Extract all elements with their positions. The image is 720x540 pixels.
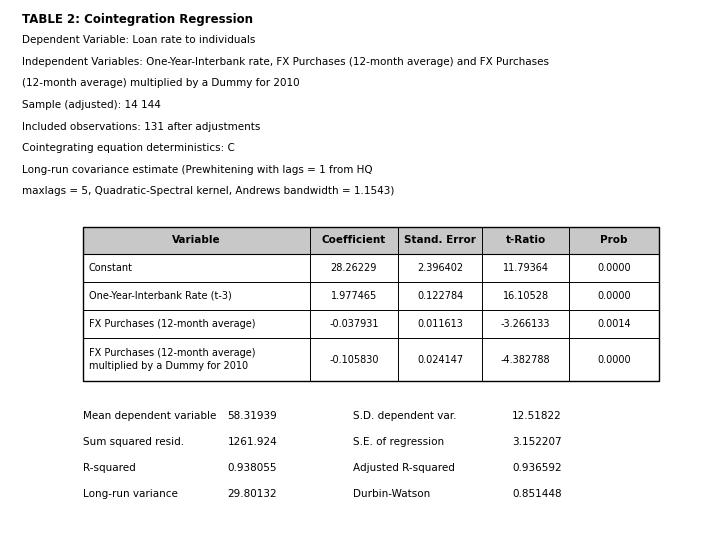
Text: maxlags = 5, Quadratic-Spectral kernel, Andrews bandwidth = 1.1543): maxlags = 5, Quadratic-Spectral kernel, … [22,186,394,197]
Text: Long-run covariance estimate (Prewhitening with lags = 1 from HQ: Long-run covariance estimate (Prewhiteni… [22,165,372,175]
Text: Durbin-Watson: Durbin-Watson [353,489,430,499]
Text: Dependent Variable: Loan rate to individuals: Dependent Variable: Loan rate to individ… [22,35,255,45]
Text: 0.0000: 0.0000 [597,291,631,301]
Text: Long-run variance: Long-run variance [83,489,178,499]
Text: 11.79364: 11.79364 [503,263,549,273]
Text: 16.10528: 16.10528 [503,291,549,301]
Text: S.E. of regression: S.E. of regression [353,437,444,447]
Text: Variable: Variable [172,235,220,245]
Text: Sample (adjusted): 14 144: Sample (adjusted): 14 144 [22,100,161,110]
Text: Mean dependent variable: Mean dependent variable [83,411,216,421]
Text: 0.938055: 0.938055 [228,463,277,473]
Text: -0.105830: -0.105830 [329,355,379,365]
Text: 58.31939: 58.31939 [228,411,277,421]
Text: 0.0000: 0.0000 [597,355,631,365]
Text: Prob: Prob [600,235,628,245]
Text: S.D. dependent var.: S.D. dependent var. [353,411,456,421]
Text: 0.011613: 0.011613 [418,319,463,329]
Text: Cointegrating equation deterministics: C: Cointegrating equation deterministics: C [22,143,235,153]
Text: Constant: Constant [89,263,132,273]
Text: Stand. Error: Stand. Error [405,235,476,245]
Text: 1261.924: 1261.924 [228,437,277,447]
Text: -3.266133: -3.266133 [501,319,550,329]
Text: -0.037931: -0.037931 [329,319,379,329]
Text: 28.26229: 28.26229 [330,263,377,273]
Text: R-squared: R-squared [83,463,135,473]
Text: -4.382788: -4.382788 [501,355,550,365]
Text: Adjusted R-squared: Adjusted R-squared [353,463,454,473]
Text: FX Purchases (12-month average)
multiplied by a Dummy for 2010: FX Purchases (12-month average) multipli… [89,348,255,371]
Text: FX Purchases (12-month average): FX Purchases (12-month average) [89,319,255,329]
Text: 2.396402: 2.396402 [417,263,464,273]
Text: t-Ratio: t-Ratio [505,235,546,245]
Text: One-Year-Interbank Rate (t-3): One-Year-Interbank Rate (t-3) [89,291,231,301]
Text: Included observations: 131 after adjustments: Included observations: 131 after adjustm… [22,122,260,132]
Bar [83,227,659,254]
Text: Sum squared resid.: Sum squared resid. [83,437,184,447]
Text: TABLE 2: Cointegration Regression: TABLE 2: Cointegration Regression [22,14,253,26]
Text: 0.0000: 0.0000 [597,263,631,273]
Text: (12-month average) multiplied by a Dummy for 2010: (12-month average) multiplied by a Dummy… [22,78,300,89]
Text: 0.936592: 0.936592 [512,463,562,473]
Text: 0.851448: 0.851448 [512,489,562,499]
Text: 0.122784: 0.122784 [417,291,464,301]
Text: Independent Variables: One-Year-Interbank rate, FX Purchases (12-month average) : Independent Variables: One-Year-Interban… [22,57,549,67]
Text: 1.977465: 1.977465 [330,291,377,301]
Text: 29.80132: 29.80132 [228,489,277,499]
Text: 3.152207: 3.152207 [512,437,562,447]
Bar [83,227,659,381]
Text: 0.0014: 0.0014 [597,319,631,329]
Text: 0.024147: 0.024147 [417,355,464,365]
Text: 12.51822: 12.51822 [512,411,562,421]
Text: Coefficient: Coefficient [322,235,386,245]
